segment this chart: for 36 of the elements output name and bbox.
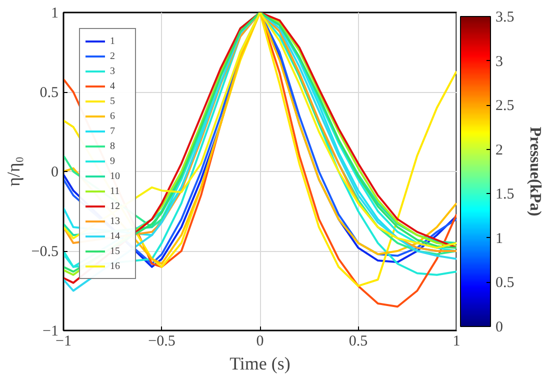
- x-axis-title: Time (s): [230, 354, 290, 374]
- legend-label: 14: [110, 230, 121, 243]
- legend-label: 15: [110, 244, 121, 258]
- color-bar-title: Pressue(kPa): [526, 126, 544, 216]
- legend-label: 12: [110, 200, 121, 213]
- x-tick-label: 0.5: [348, 334, 368, 350]
- y-tick-label: 0: [51, 164, 58, 180]
- legend-label: 7: [110, 124, 116, 138]
- x-tick-label: 1: [452, 334, 460, 350]
- x-tick-label: 0: [256, 334, 264, 350]
- legend-label: 2: [110, 50, 116, 63]
- color-bar-label: 1.5: [496, 186, 514, 203]
- color-bar-label: 3: [496, 54, 503, 70]
- legend-label: 11: [110, 184, 121, 198]
- legend-label: 16: [110, 260, 121, 273]
- y-tick-label: −0.5: [31, 244, 59, 260]
- x-tick-label: −0.5: [148, 334, 176, 350]
- color-bar-label: 0: [496, 320, 503, 336]
- legend-label: 4: [110, 80, 116, 93]
- legend-label: 13: [110, 214, 121, 228]
- color-bar-label: 0.5: [496, 275, 514, 292]
- y-axis-title: η/η₀: [3, 156, 24, 187]
- y-tick-label: −1: [42, 324, 59, 340]
- legend-label: 5: [110, 94, 116, 108]
- legend-label: 8: [110, 140, 116, 153]
- y-tick-label: 0.5: [40, 85, 58, 101]
- legend-label: 1: [110, 34, 116, 48]
- color-bar-label: 2.5: [496, 98, 514, 114]
- legend-label: 3: [110, 64, 116, 78]
- color-bar-label: 1: [496, 230, 503, 247]
- legend-label: 6: [110, 110, 116, 123]
- legend-label: 9: [110, 154, 116, 168]
- color-bar-label: 3.5: [496, 10, 514, 26]
- y-tick-label: 1: [51, 6, 58, 22]
- color-bar-label: 2: [496, 142, 503, 158]
- legend-label: 10: [110, 170, 121, 183]
